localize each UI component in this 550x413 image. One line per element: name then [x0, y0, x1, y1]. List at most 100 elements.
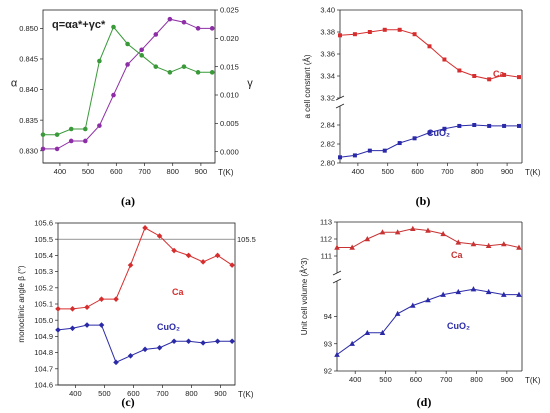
series-label-cuo2: CuO₂ [157, 322, 180, 332]
panel-label: (a) [121, 194, 135, 208]
data-point [82, 126, 88, 132]
data-point [442, 57, 447, 62]
data-point [153, 64, 159, 69]
data-point [487, 77, 492, 82]
data-point [229, 262, 235, 268]
data-point [125, 41, 130, 47]
panel-c: 400 500 600 700 800 900 T(K) 104.6 104.7 104.8 104… [17, 219, 256, 409]
x-tick-label: 500 [98, 389, 111, 398]
x-tick-label: 700 [138, 167, 151, 176]
y-tick-label: 0.010 [220, 91, 239, 100]
data-point [502, 72, 507, 77]
data-point [111, 92, 116, 98]
data-point [440, 230, 446, 237]
y-tick-label: 105.2 [34, 283, 53, 292]
series-label-ca: Ca [451, 250, 463, 260]
y-tick-label: 105.1 [34, 300, 53, 309]
y-tick-label: 3.32 [320, 94, 335, 103]
series-ca [334, 225, 522, 250]
y-tick-label: 0.840 [19, 85, 38, 94]
data-point [142, 346, 148, 353]
y-axis-label: Unit cell volume (Å^3) [300, 257, 309, 335]
data-point [457, 68, 462, 73]
data-point [69, 325, 76, 332]
data-point [55, 327, 61, 333]
data-point [397, 141, 402, 146]
y-tick-label: 105.4 [34, 251, 53, 260]
x-tick-label: 600 [411, 167, 424, 176]
data-point [214, 252, 221, 259]
data-point [127, 262, 134, 268]
y-tick-label: 93 [324, 339, 332, 348]
series-ca [338, 27, 522, 82]
data-point [367, 148, 372, 153]
data-point [440, 291, 446, 297]
data-point [167, 16, 173, 22]
data-point [229, 338, 235, 345]
y-tick-label: 0.020 [220, 34, 239, 43]
y-tick-label: 111 [321, 252, 332, 261]
series-ca [55, 225, 235, 312]
y-tick-label: 0.845 [19, 55, 38, 64]
data-point [111, 24, 116, 30]
data-point [455, 239, 462, 245]
data-point [485, 288, 492, 295]
x-tick-label: 800 [470, 375, 483, 384]
data-point [181, 64, 187, 69]
data-point [97, 58, 102, 64]
x-axis-label: T(K) [218, 168, 234, 177]
series-cuo2 [334, 286, 522, 357]
x-tick-label: 600 [127, 389, 140, 398]
x-tick-label: 600 [110, 167, 123, 176]
y-tick-label: 0.015 [220, 62, 239, 71]
data-point [397, 27, 402, 32]
data-point [364, 236, 371, 242]
x-tick-label: 800 [185, 389, 198, 398]
y-tick-label: 104.9 [34, 332, 53, 341]
data-point [139, 47, 144, 53]
y-tick-label: 105.3 [34, 267, 53, 276]
x-tick-label: 900 [195, 167, 208, 176]
data-point [185, 338, 192, 345]
y-tick-label: 0.835 [19, 116, 38, 125]
data-point [501, 291, 507, 297]
data-point [457, 123, 462, 128]
series-label-ca: Ca [493, 69, 505, 79]
data-point [195, 26, 201, 31]
x-tick-label: 500 [82, 167, 95, 176]
data-point [425, 227, 431, 233]
y-tick-label: 92 [324, 367, 332, 376]
y-tick-label: 0.000 [220, 147, 239, 156]
data-point [181, 19, 187, 25]
data-point [156, 233, 163, 239]
data-point [334, 351, 340, 357]
x-axis-label: T(K) [525, 168, 541, 177]
data-point [142, 225, 148, 231]
y-tick-label: 3.40 [320, 6, 335, 15]
formula-text: q=αa*+γc* [52, 19, 106, 31]
plot-frame [42, 9, 216, 164]
data-point [334, 244, 340, 250]
x-tick-label: 500 [379, 375, 392, 384]
y-tick-label: 104.6 [34, 381, 53, 390]
data-point [338, 33, 342, 38]
data-point [167, 70, 173, 75]
x-tick-label: 900 [501, 375, 514, 384]
data-point [214, 338, 221, 345]
data-point [427, 130, 432, 135]
y-tick-label: 105.5 [34, 235, 53, 244]
x-tick-label: 500 [381, 167, 394, 176]
data-point [98, 322, 105, 328]
data-point [171, 338, 177, 345]
data-point [338, 155, 342, 160]
series-label-ca: Ca [172, 287, 184, 297]
data-point [97, 123, 102, 128]
data-point [40, 132, 46, 137]
data-point [517, 75, 522, 80]
data-point [501, 241, 507, 247]
y-tick-label: 3.36 [320, 50, 335, 59]
x-tick-label: 700 [441, 167, 454, 176]
data-point [127, 353, 134, 359]
y-tick-label: 105.0 [34, 316, 53, 325]
